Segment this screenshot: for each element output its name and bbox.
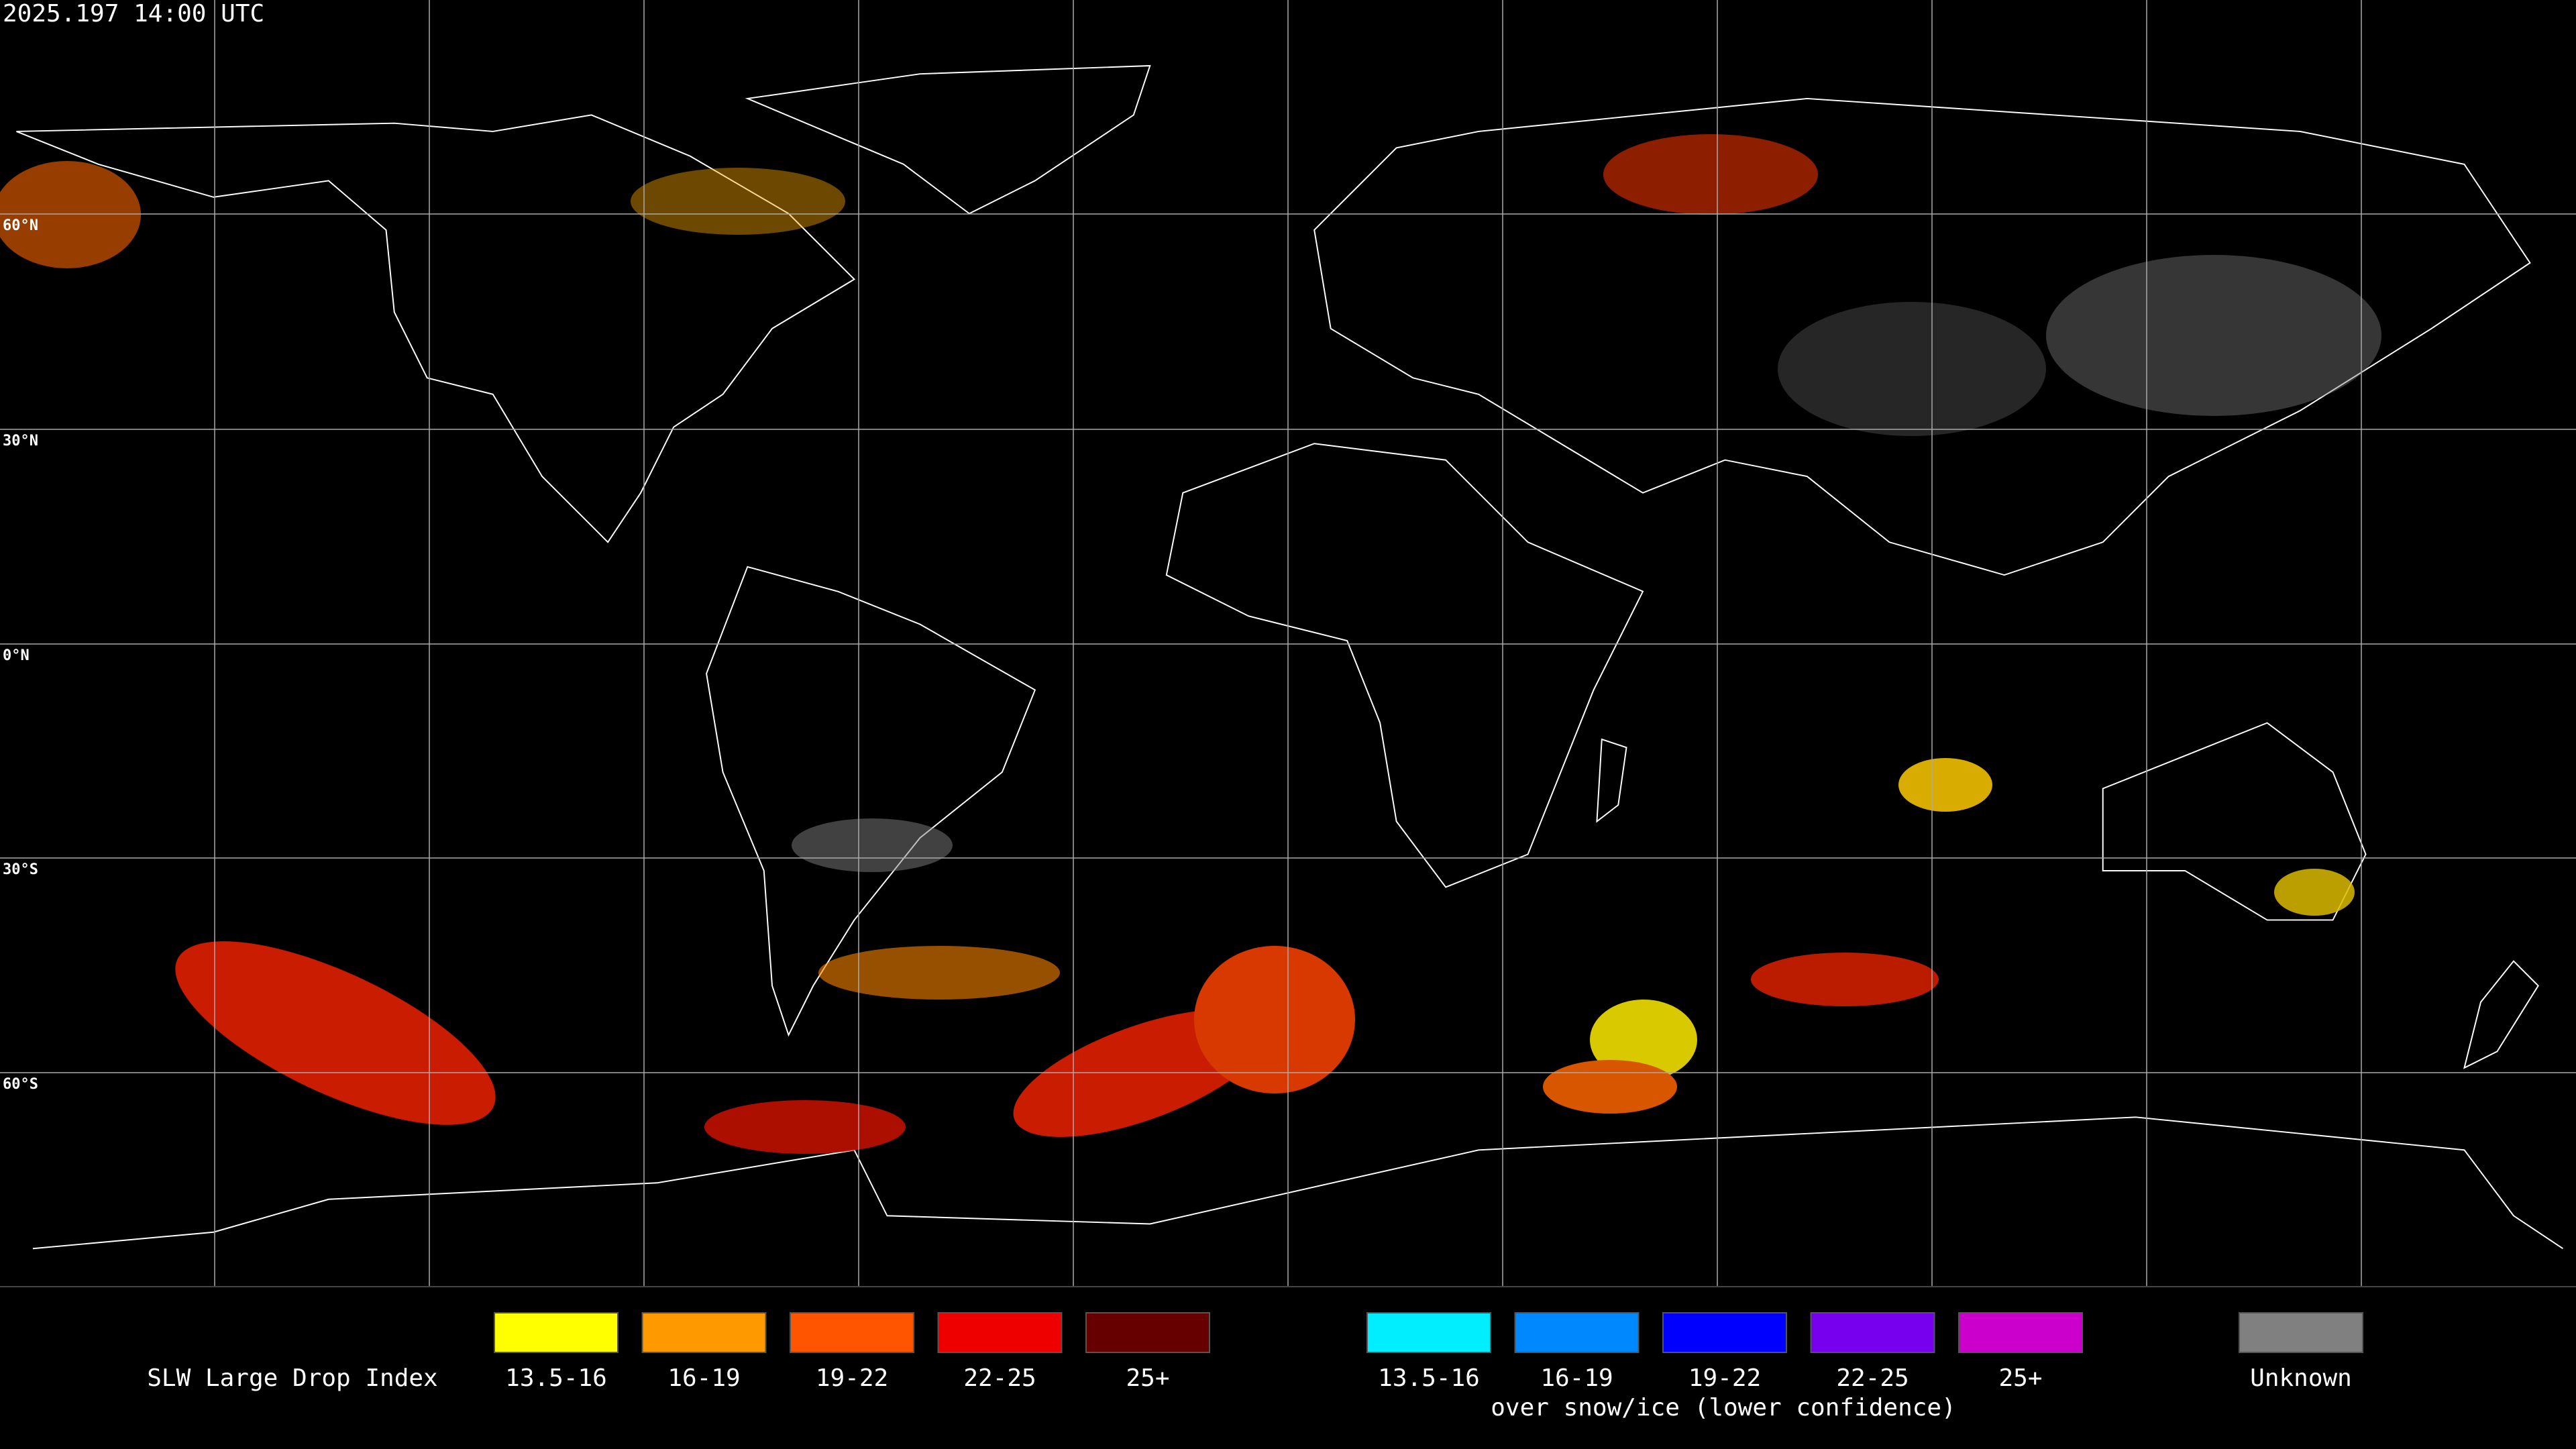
legend-title: SLW Large Drop Index: [147, 1364, 437, 1392]
legend-swatch: [790, 1312, 914, 1353]
legend-swatch: [1810, 1312, 1935, 1353]
legend-swatch: [1958, 1312, 2083, 1353]
legend-note: over snow/ice (lower confidence): [1491, 1394, 1956, 1421]
graticule: [0, 0, 2576, 1287]
legend-label: 25+: [1998, 1364, 2042, 1392]
latitude-label: 60°N: [3, 217, 38, 234]
legend-label: 22-25: [963, 1364, 1036, 1392]
legend-label: 19-22: [816, 1364, 888, 1392]
coastlines: [16, 64, 2563, 1250]
legend-label: Unknown: [2250, 1364, 2352, 1392]
legend-swatch: [641, 1312, 767, 1353]
world-map: [0, 0, 2576, 1287]
legend-swatch: [1366, 1312, 1491, 1353]
legend-label: 16-19: [667, 1364, 740, 1392]
legend-label: 22-25: [1836, 1364, 1909, 1392]
legend-swatch: [494, 1312, 619, 1353]
legend-swatch: [1514, 1312, 1640, 1353]
legend-label: 16-19: [1540, 1364, 1613, 1392]
legend-label: 13.5-16: [505, 1364, 607, 1392]
latitude-label: 0°N: [3, 647, 30, 664]
legend-swatch: [2239, 1312, 2363, 1353]
legend-swatch: [937, 1312, 1063, 1353]
legend-swatch: [1662, 1312, 1787, 1353]
legend-label: 19-22: [1688, 1364, 1761, 1392]
latitude-label: 30°S: [3, 861, 38, 878]
latitude-label: 30°N: [3, 433, 38, 449]
cloud-field: [0, 134, 2381, 1154]
legend-swatch: [1085, 1312, 1210, 1353]
latitude-label: 60°S: [3, 1076, 38, 1093]
legend-label: 13.5-16: [1378, 1364, 1480, 1392]
legend-label: 25+: [1126, 1364, 1169, 1392]
timestamp: 2025.197 14:00 UTC: [3, 0, 264, 28]
